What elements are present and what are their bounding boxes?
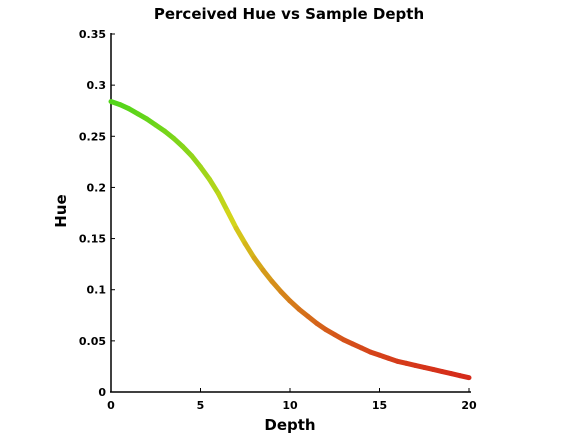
y-tick-label: 0.15 [79,233,106,246]
x-tick-label: 5 [197,399,205,412]
y-tick-label: 0.3 [87,79,107,92]
series-line-segment [242,241,257,261]
x-tick-label: 20 [461,399,477,412]
series-line-segment [198,164,212,182]
series-group [108,99,472,381]
y-axis-label: Hue [52,194,70,227]
x-tick-label: 15 [372,399,387,412]
y-tick-label: 0.35 [79,28,106,41]
y-tick-label: 0.05 [79,335,106,348]
series-line-segment [206,176,221,197]
series-line-segment [233,225,248,247]
series-line-segment [457,373,472,381]
y-ticks: 0 0.05 0.1 0.15 0.2 0.25 0.3 0.35 [79,28,115,399]
axes [110,33,471,393]
series-line-segment [224,208,239,231]
series-line-segment [215,191,230,214]
y-tick-label: 0.1 [87,284,107,297]
chart-title: Perceived Hue vs Sample Depth [154,5,424,23]
y-tick-label: 0.2 [87,181,107,194]
x-ticks: 0 5 10 15 20 [107,388,477,412]
series-line-segment [251,255,266,273]
y-tick-label: 0.25 [79,130,106,143]
y-tick-label: 0 [98,386,106,399]
x-tick-label: 10 [282,399,298,412]
x-axis-label: Depth [264,416,315,434]
x-tick-label: 0 [107,399,115,412]
